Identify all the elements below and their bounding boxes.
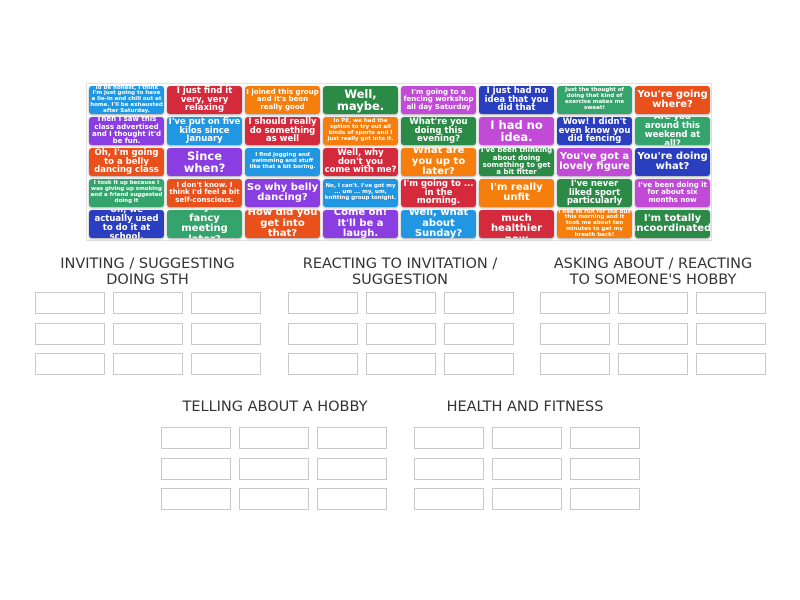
group-title-hobby-asking: ASKING ABOUT / REACTING TO SOMEONE'S HOB… [553,256,753,288]
drop-slot-group-2[interactable] [444,353,514,375]
drop-slot-group-4[interactable] [317,488,387,510]
drop-slot-group-1[interactable] [191,353,261,375]
draggable-card[interactable]: I've been doing it for about six months … [635,179,710,207]
draggable-card[interactable]: Come on! It'll be a laugh. [323,210,398,238]
draggable-card[interactable]: Are you around this weekend at all? [635,117,710,145]
drop-slot-group-3[interactable] [618,353,688,375]
drop-slot-group-2[interactable] [288,353,358,375]
drop-slot-group-3[interactable] [696,322,766,345]
draggable-card[interactable]: You've got a lovely figure [557,148,632,176]
drop-slot-group-2[interactable] [444,292,514,314]
draggable-card[interactable]: Oh, we actually used to do it at school. [89,210,164,238]
draggable-card[interactable]: Wow! I didn't even know you did fencing [557,117,632,145]
draggable-card[interactable]: I joined this group and it's been really… [245,86,320,114]
drop-slot-group-4[interactable] [161,457,231,480]
drop-slot-group-2[interactable] [288,292,358,314]
drop-slot-group-1[interactable] [35,353,105,375]
drop-slot-group-3[interactable] [540,292,610,314]
draggable-card[interactable]: I just had no idea that you did that [479,86,554,114]
drop-slot-group-4[interactable] [239,427,309,449]
draggable-card[interactable]: To be honest, I think I'm just going to … [89,86,164,114]
drop-slot-group-2[interactable] [288,322,358,345]
group-title-health: HEALTH AND FITNESS [446,399,604,415]
drop-slot-group-4[interactable] [317,427,387,449]
draggable-card[interactable]: What're you doing this evening? [401,117,476,145]
drop-slot-group-1[interactable] [35,322,105,345]
draggable-card[interactable]: In PE, we had the option to try out all … [323,117,398,145]
drop-slot-group-4[interactable] [239,457,309,480]
drop-slot-group-3[interactable] [540,322,610,345]
draggable-card[interactable]: Then I saw this class advertised and I t… [89,117,164,145]
draggable-card[interactable]: Oh, I'm going to a belly dancing class [89,148,164,176]
draggable-card[interactable]: You're going where? [635,86,710,114]
card-pool: To be honest, I think I'm just going to … [86,83,712,241]
draggable-card[interactable]: No, I can't. I've got my ... um ... my, … [323,179,398,207]
draggable-card[interactable]: Well, why don't you come with me? [323,148,398,176]
draggable-card[interactable]: I'm really unfit [479,179,554,207]
drop-slot-group-1[interactable] [113,322,183,345]
drop-slot-group-4[interactable] [317,457,387,480]
drop-slot-group-1[interactable] [35,292,105,314]
draggable-card[interactable]: Since when? [167,148,242,176]
draggable-card[interactable]: I'm totally uncoordinated! [635,210,710,238]
drop-slot-group-5[interactable] [492,488,562,510]
draggable-card[interactable]: I don't know. I think I'd feel a bit sel… [167,179,242,207]
group-title-inviting: INVITING / SUGGESTING DOING STH [60,256,235,288]
draggable-card[interactable]: You're doing what? [635,148,710,176]
draggable-card[interactable]: I've put on five kilos since January [167,117,242,145]
drop-slot-group-5[interactable] [570,488,640,510]
drop-slot-group-5[interactable] [414,488,484,510]
drop-slot-group-5[interactable] [570,427,640,449]
draggable-card[interactable]: I should really do something as well [245,117,320,145]
drop-slot-group-2[interactable] [366,353,436,375]
drop-slot-group-3[interactable] [618,322,688,345]
drop-slot-group-2[interactable] [444,322,514,345]
draggable-card[interactable]: I've never liked sport particularly [557,179,632,207]
drop-slot-group-1[interactable] [191,292,261,314]
drop-slot-group-5[interactable] [492,457,562,480]
drop-slot-group-5[interactable] [570,457,640,480]
draggable-card[interactable]: I feel so much healthier now [479,210,554,238]
draggable-card[interactable]: I find jogging and swimming and stuff li… [245,148,320,176]
drop-slot-group-5[interactable] [492,427,562,449]
draggable-card[interactable]: I had no idea. [479,117,554,145]
drop-slot-group-5[interactable] [414,427,484,449]
draggable-card[interactable]: Well, maybe. [323,86,398,114]
drop-slot-group-1[interactable] [191,322,261,345]
drop-slot-group-4[interactable] [161,488,231,510]
group-title-reacting: REACTING TO INVITATION / SUGGESTION [302,256,498,288]
draggable-card[interactable]: I had to run for the bus this morning an… [557,210,632,238]
drop-slot-group-3[interactable] [618,292,688,314]
drop-slot-group-3[interactable] [696,353,766,375]
draggable-card[interactable]: Just the thought of doing that kind of e… [557,86,632,114]
draggable-card[interactable]: So why belly dancing? [245,179,320,207]
draggable-card[interactable]: I'm going to ... in the morning. [401,179,476,207]
drop-slot-group-2[interactable] [366,292,436,314]
drop-slot-group-3[interactable] [540,353,610,375]
draggable-card[interactable]: I'm going to a fencing workshop all day … [401,86,476,114]
drop-slot-group-3[interactable] [696,292,766,314]
group-title-telling-hobby: TELLING ABOUT A HOBBY [182,399,368,415]
drop-slot-group-5[interactable] [414,457,484,480]
draggable-card[interactable]: I've been thinking about doing something… [479,148,554,176]
draggable-card[interactable]: How did you get into that? [245,210,320,238]
drop-slot-group-1[interactable] [113,353,183,375]
draggable-card[interactable]: I took it up because I was giving up smo… [89,179,164,207]
drop-slot-group-2[interactable] [366,322,436,345]
drop-slot-group-1[interactable] [113,292,183,314]
draggable-card[interactable]: What are you up to later? [401,148,476,176]
draggable-card[interactable]: Well, what about Sunday? [401,210,476,238]
draggable-card[interactable]: Do you fancy meeting later? [167,210,242,238]
drop-slot-group-4[interactable] [161,427,231,449]
draggable-card[interactable]: I just find it very, very relaxing [167,86,242,114]
drop-slot-group-4[interactable] [239,488,309,510]
